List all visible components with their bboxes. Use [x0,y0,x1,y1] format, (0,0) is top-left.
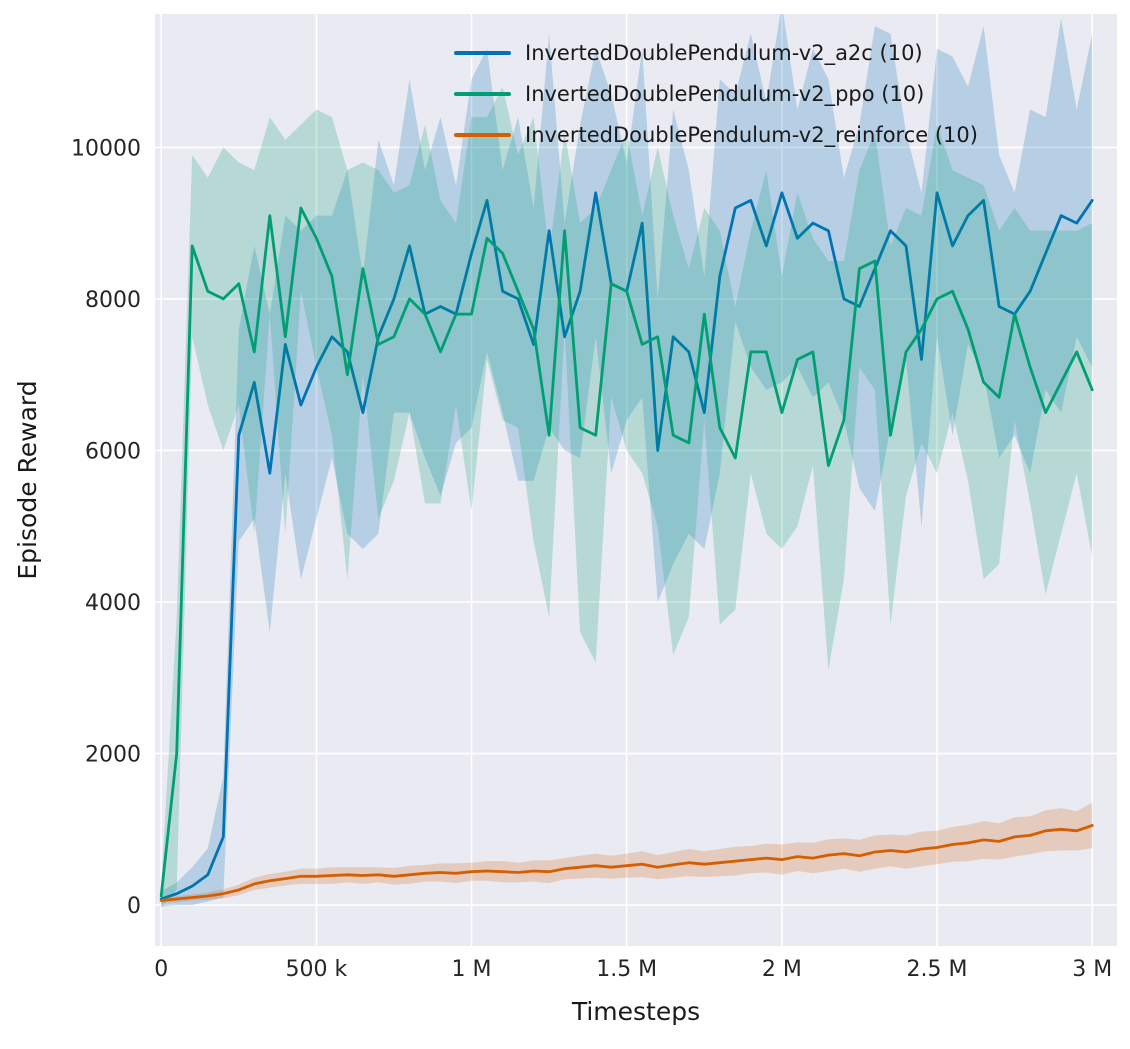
y-tick-label: 8000 [85,288,141,313]
x-tick-label: 1 M [452,957,492,982]
legend-item-reinforce: InvertedDoublePendulum-v2_reinforce (10) [454,114,978,155]
legend: InvertedDoublePendulum-v2_a2c (10) Inver… [454,32,978,155]
x-tick-label: 0 [154,957,168,982]
legend-item-a2c: InvertedDoublePendulum-v2_a2c (10) [454,32,978,73]
legend-label-a2c: InvertedDoublePendulum-v2_a2c (10) [525,40,923,65]
legend-line-sample-ppo [454,91,511,96]
band-ppo [161,86,1093,908]
y-axis-label: Episode Reward [13,380,42,579]
y-tick-label: 2000 [85,743,141,768]
x-tick-label: 1.5 M [596,957,657,982]
line-reinforce [159,824,1094,902]
x-tick-label: 2.5 M [907,957,968,982]
x-tick-label: 500 k [286,957,348,982]
x-tick-label: 3 M [1072,957,1112,982]
y-tick-label: 10000 [71,136,141,161]
y-tick-label: 0 [127,894,141,919]
y-tick-label: 6000 [85,439,141,464]
y-tick-label: 4000 [85,591,141,616]
x-axis-label: Timesteps [571,997,700,1026]
band-a2c [161,14,1093,907]
legend-item-ppo: InvertedDoublePendulum-v2_ppo (10) [454,73,978,114]
legend-label-reinforce: InvertedDoublePendulum-v2_reinforce (10) [525,122,978,147]
plot-background [155,14,1117,946]
x-tick-label: 2 M [762,957,802,982]
legend-label-ppo: InvertedDoublePendulum-v2_ppo (10) [525,81,925,106]
legend-line-sample-reinforce [454,132,511,137]
band-reinforce [161,802,1093,903]
line-ppo [159,206,1094,898]
legend-line-sample-a2c [454,50,511,55]
